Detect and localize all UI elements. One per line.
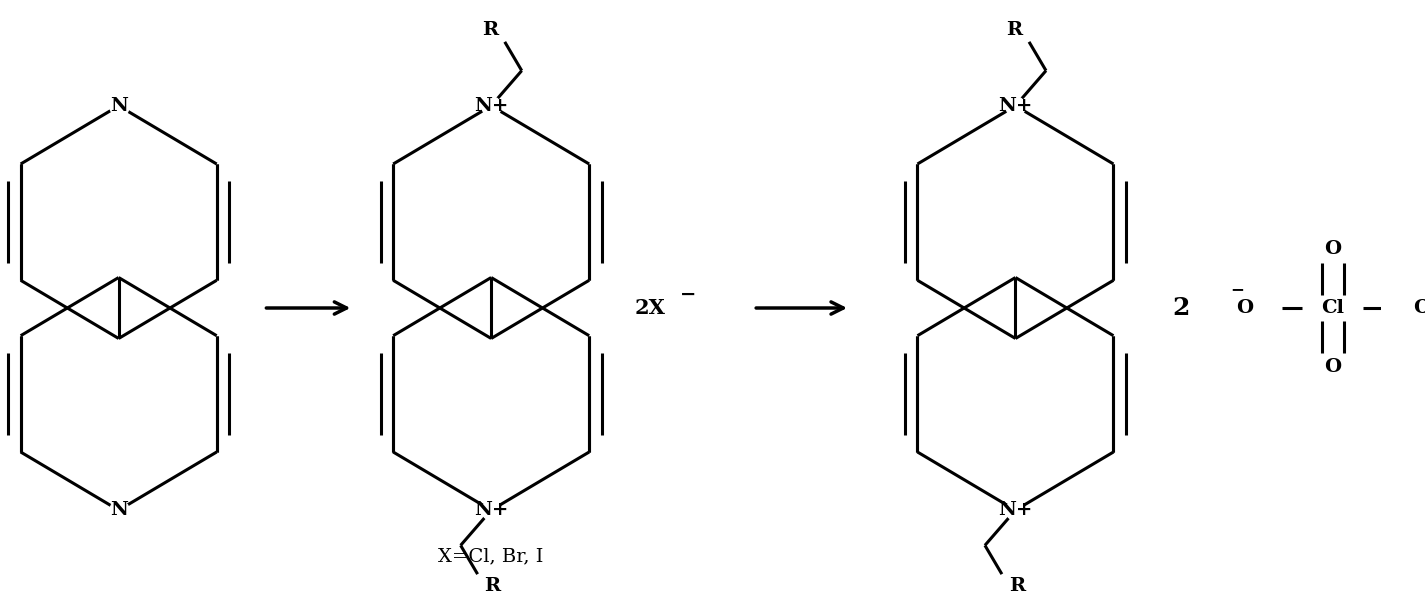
Text: N+: N+ [999,501,1033,519]
Text: O: O [1324,240,1341,257]
Text: N+: N+ [999,97,1033,115]
Text: N+: N+ [475,97,509,115]
Text: R: R [1009,577,1025,595]
Text: O: O [1412,299,1425,317]
Text: −: − [1231,281,1244,298]
Text: R: R [485,577,500,595]
Text: N+: N+ [475,501,509,519]
Text: 2X: 2X [634,298,665,318]
Text: O: O [1235,299,1253,317]
Text: N: N [110,501,128,519]
Text: X=Cl, Br, I: X=Cl, Br, I [439,548,544,565]
Text: R: R [1006,21,1022,39]
Text: O: O [1324,359,1341,376]
Text: R: R [482,21,497,39]
Text: N: N [110,97,128,115]
Text: −: − [680,285,697,304]
Text: Cl: Cl [1321,299,1344,317]
Text: 2: 2 [1173,296,1190,320]
